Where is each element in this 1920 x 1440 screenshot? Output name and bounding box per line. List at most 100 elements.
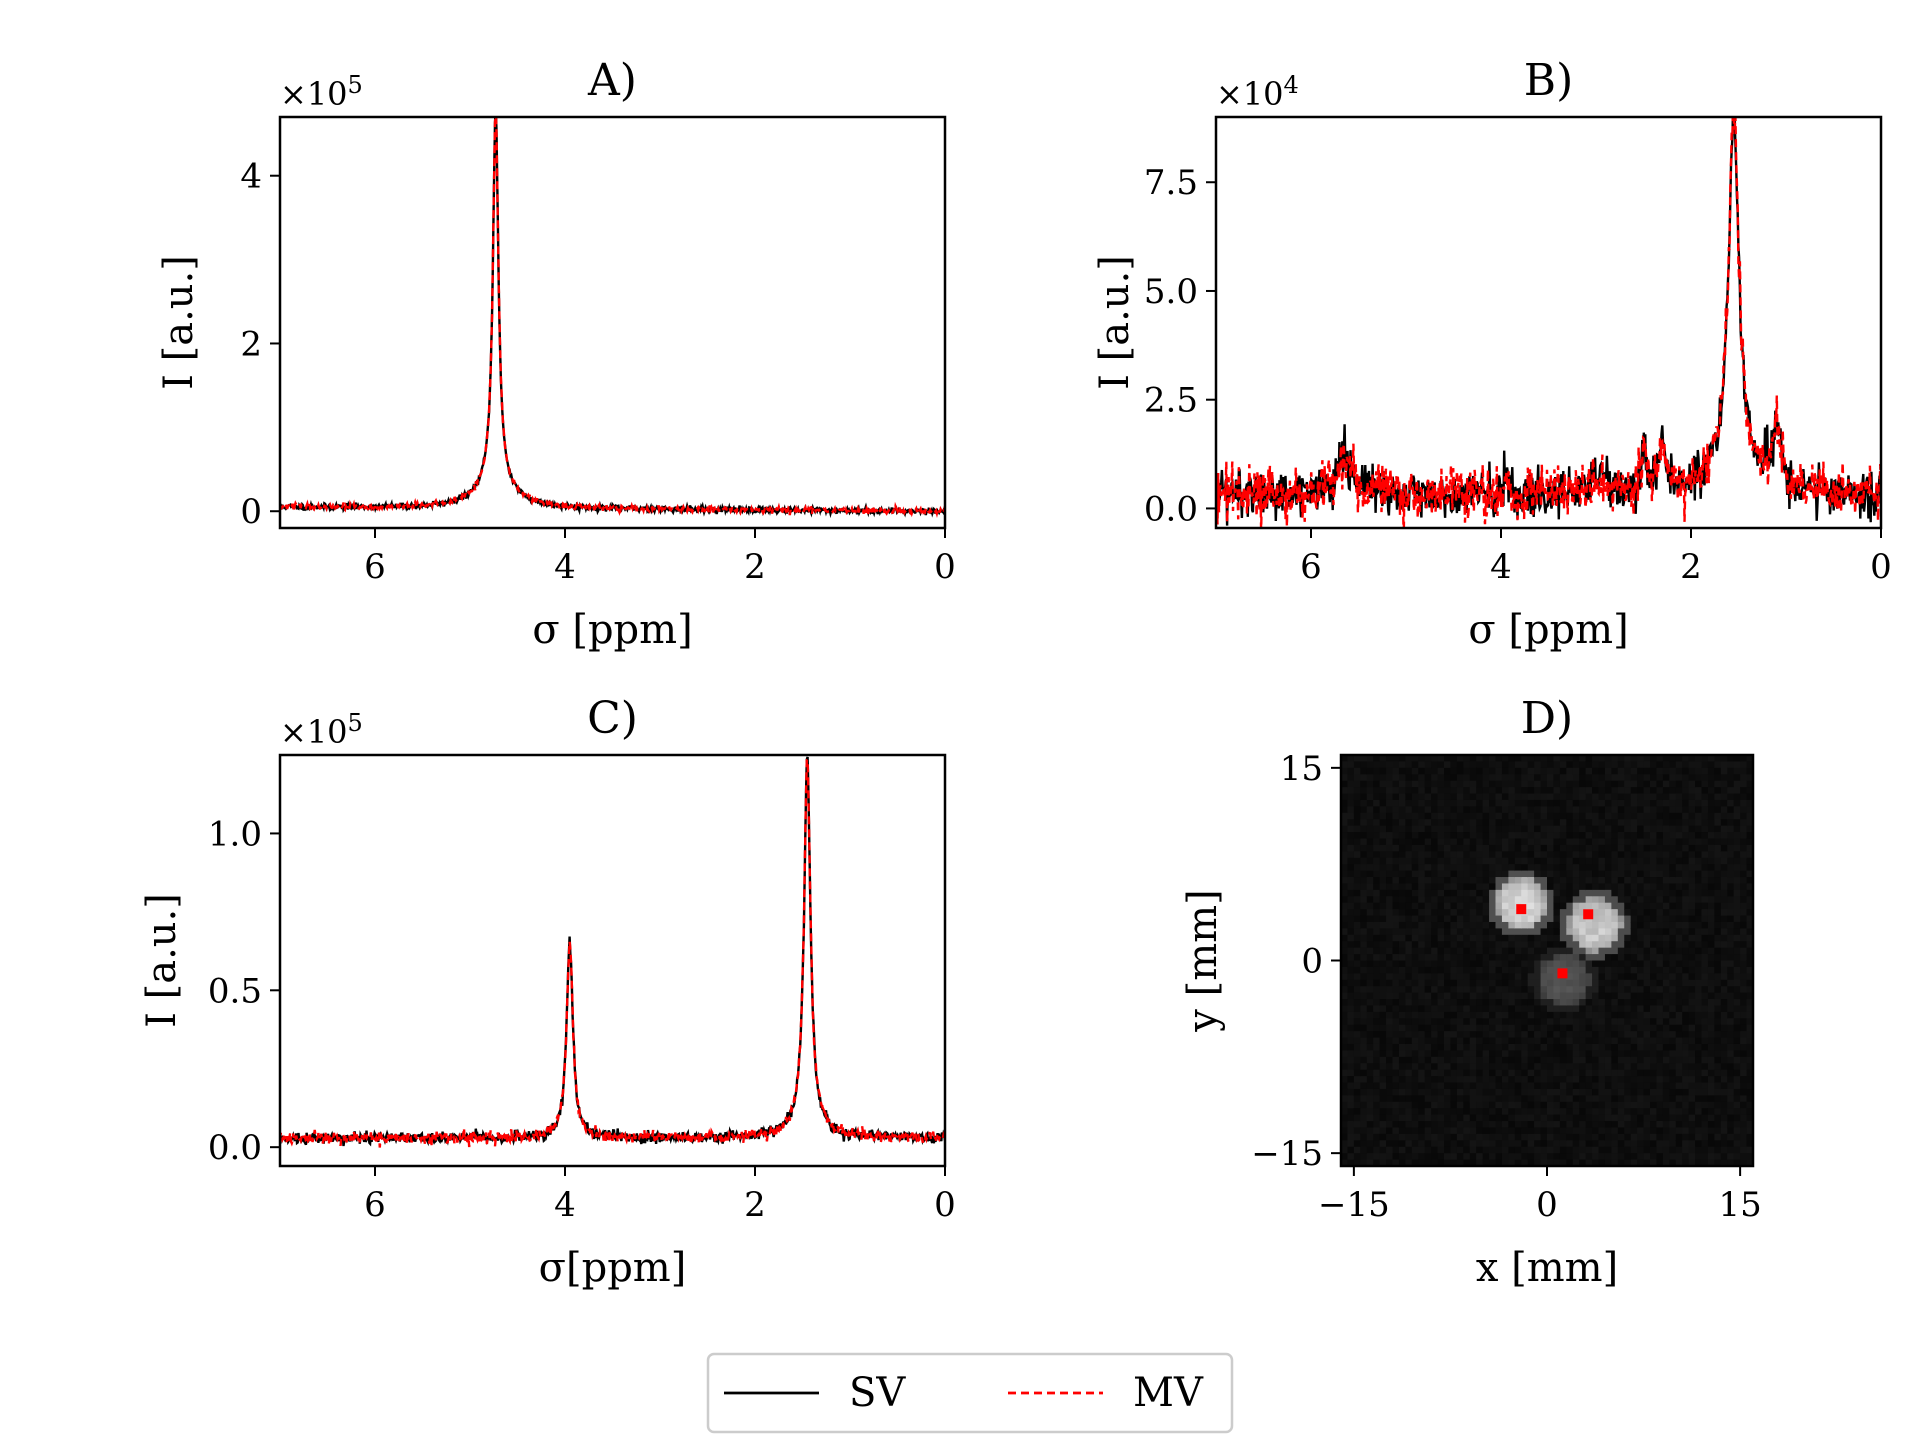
pixel [1598, 755, 1606, 763]
pixel [1508, 1018, 1516, 1026]
pixel [1656, 1076, 1664, 1084]
pixel [1643, 986, 1651, 994]
pixel [1424, 851, 1432, 859]
pixel [1566, 1063, 1574, 1071]
pixel [1411, 1088, 1419, 1096]
pixel [1598, 1050, 1606, 1058]
pixel [1398, 999, 1406, 1007]
pixel [1675, 1037, 1683, 1045]
pixel [1656, 941, 1664, 949]
pixel [1469, 1133, 1477, 1141]
pixel [1746, 787, 1754, 795]
pixel [1514, 934, 1522, 942]
pixel [1379, 941, 1387, 949]
pixel [1508, 1031, 1516, 1039]
pixel [1514, 851, 1522, 859]
pixel [1598, 780, 1606, 788]
pixel [1347, 1011, 1355, 1019]
pixel [1489, 928, 1497, 936]
pixel [1353, 934, 1361, 942]
pixel [1617, 851, 1625, 859]
pixel [1585, 1043, 1593, 1051]
pixel [1341, 1133, 1349, 1141]
pixel [1392, 1088, 1400, 1096]
pixel [1598, 870, 1606, 878]
pixel [1688, 1056, 1696, 1064]
pixel [1727, 1005, 1735, 1013]
pixel [1707, 767, 1715, 775]
pixel [1489, 999, 1497, 1007]
pixel [1392, 1005, 1400, 1013]
pixel [1617, 1088, 1625, 1096]
pixel [1566, 883, 1574, 891]
pixel [1579, 793, 1587, 801]
pixel [1572, 1037, 1580, 1045]
pixel [1476, 1082, 1484, 1090]
pixel [1714, 1050, 1722, 1058]
x-tick-label: 6 [1300, 547, 1322, 587]
pixel [1714, 909, 1722, 917]
pixel [1617, 986, 1625, 994]
pixel [1624, 986, 1632, 994]
pixel [1418, 755, 1426, 763]
pixel [1521, 780, 1529, 788]
pixel [1630, 1146, 1638, 1154]
pixel [1495, 973, 1503, 981]
pixel [1353, 780, 1361, 788]
pixel [1630, 1088, 1638, 1096]
pixel [1695, 1121, 1703, 1129]
pixel [1701, 928, 1709, 936]
pixel [1482, 1108, 1490, 1116]
pixel [1559, 1133, 1567, 1141]
pixel [1740, 1024, 1748, 1032]
pixel [1675, 1153, 1683, 1161]
pixel [1714, 928, 1722, 936]
pixel [1482, 1076, 1490, 1084]
pixel [1508, 1140, 1516, 1148]
pixel [1585, 1056, 1593, 1064]
pixel [1566, 966, 1574, 974]
pixel [1579, 1031, 1587, 1039]
pixel [1495, 1108, 1503, 1116]
pixel [1411, 883, 1419, 891]
pixel [1675, 1018, 1683, 1026]
pixel [1431, 755, 1439, 763]
pixel [1688, 761, 1696, 769]
pixel [1450, 838, 1458, 846]
pixel [1682, 896, 1690, 904]
pixel [1405, 973, 1413, 981]
pixel [1547, 1024, 1555, 1032]
pixel [1637, 832, 1645, 840]
pixel [1501, 787, 1509, 795]
pixel [1579, 1114, 1587, 1122]
pixel [1437, 883, 1445, 891]
pixel [1437, 934, 1445, 942]
pixel [1617, 838, 1625, 846]
pixel [1540, 934, 1548, 942]
pixel [1617, 1146, 1625, 1154]
pixel [1392, 1018, 1400, 1026]
pixel [1373, 877, 1381, 885]
pixel [1514, 1127, 1522, 1135]
pixel [1611, 934, 1619, 942]
pixel [1424, 909, 1432, 917]
pixel [1553, 799, 1561, 807]
y-multiplier: ×105 [280, 709, 363, 751]
pixel [1604, 1088, 1612, 1096]
pixel [1695, 780, 1703, 788]
pixel [1701, 1140, 1709, 1148]
pixel [1688, 979, 1696, 987]
pixel [1695, 1011, 1703, 1019]
pixel [1521, 1050, 1529, 1058]
pixel [1566, 992, 1574, 1000]
pixel [1650, 877, 1658, 885]
pixel [1456, 1127, 1464, 1135]
pixel [1740, 1043, 1748, 1051]
pixel [1341, 864, 1349, 872]
pixel [1373, 812, 1381, 820]
pixel [1508, 915, 1516, 923]
pixel [1720, 832, 1728, 840]
pixel [1424, 825, 1432, 833]
pixel [1617, 755, 1625, 763]
pixel [1398, 1005, 1406, 1013]
